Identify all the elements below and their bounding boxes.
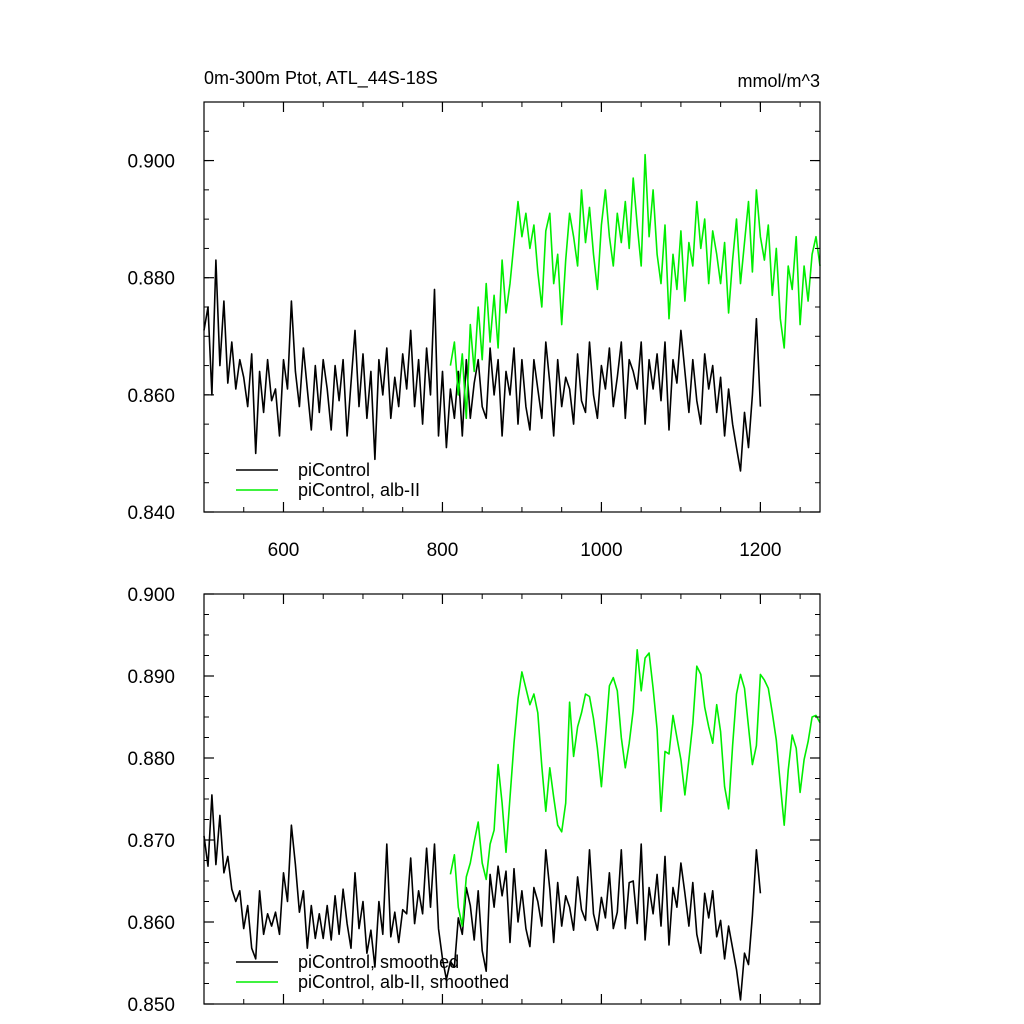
series-line-2 xyxy=(449,649,821,927)
legend-label: piControl xyxy=(298,460,370,480)
y-tick-label: 0.880 xyxy=(127,269,175,290)
y-tick-label: 0.900 xyxy=(127,152,175,173)
y-tick-label: 0.840 xyxy=(127,503,175,524)
y-tick-label: 0.850 xyxy=(127,995,175,1016)
y-tick-label: 0.860 xyxy=(127,913,175,934)
x-tick-label: 1000 xyxy=(580,540,622,561)
x-tick-label: 600 xyxy=(268,540,300,561)
x-tick-label: 1200 xyxy=(739,540,781,561)
y-tick-label: 0.880 xyxy=(127,749,175,770)
series-line-1 xyxy=(203,794,762,1001)
legend-label: piControl, alb-II, smoothed xyxy=(298,972,509,992)
series-line-2 xyxy=(449,153,821,420)
chart-title: 0m-300m Ptot, ATL_44S-18S xyxy=(204,68,438,89)
legend-label: piControl, smoothed xyxy=(298,952,459,972)
panel-bottom: 0.850 0.860 0.870 0.880 0.890 0.900 piControl,… xyxy=(127,585,821,1016)
y-tick-label: 0.900 xyxy=(127,585,175,606)
legend-label: piControl, alb-II xyxy=(298,480,420,500)
chart-units: mmol/m^3 xyxy=(738,71,820,91)
x-tick-label: 800 xyxy=(427,540,459,561)
series-line-1 xyxy=(203,259,762,472)
panel-top: 0.840 0.860 0.880 0.900 600 800 1000 1200 piCont… xyxy=(127,101,821,561)
y-tick-label: 0.860 xyxy=(127,386,175,407)
y-tick-label: 0.870 xyxy=(127,831,175,852)
y-tick-label: 0.890 xyxy=(127,667,175,688)
